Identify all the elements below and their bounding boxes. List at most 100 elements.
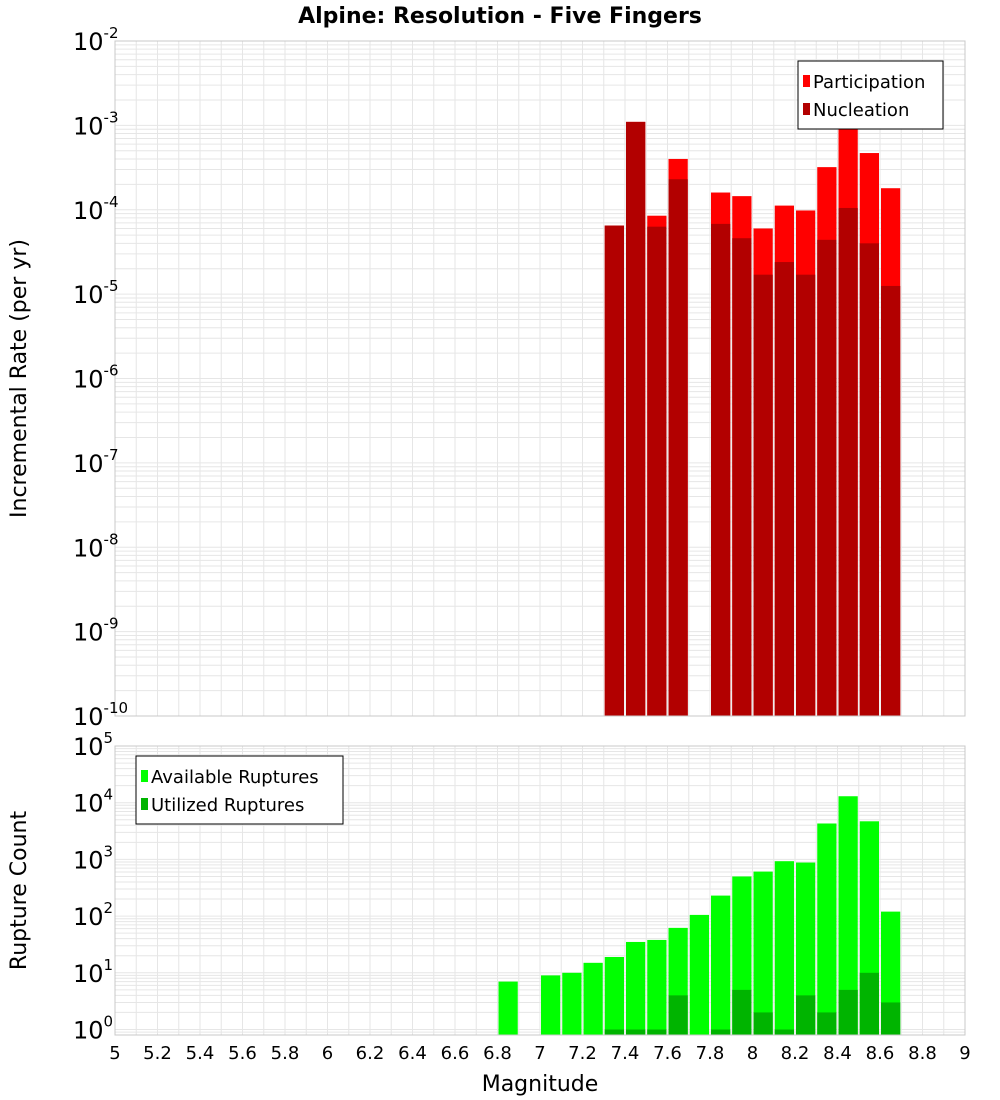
x-tick-label: 9: [959, 1043, 970, 1064]
legend-label: Available Ruptures: [151, 767, 319, 788]
rate-y-axis-label: Incremental Rate (per yr): [7, 239, 32, 518]
bar: [711, 1029, 731, 1035]
bar: [647, 1029, 667, 1035]
bar: [881, 1002, 901, 1035]
y-tick-label: 10-6: [73, 362, 119, 394]
x-tick-label: 5.2: [143, 1043, 172, 1064]
x-tick-label: 5.8: [271, 1043, 300, 1064]
bar: [732, 238, 752, 716]
x-ticks: 5 5.2 5.4 5.6 5.8 6 6.2 6.4 6.6 6.8 7 7.2 7.4 7.6 7.8 8…: [109, 1043, 970, 1064]
x-tick-label: 5: [109, 1043, 120, 1064]
count-y-ticks: 105 104 103 102 101 100: [73, 729, 113, 1045]
bar: [859, 243, 879, 717]
rate-legend: Participation Nucleation: [797, 60, 944, 130]
bar: [774, 861, 794, 1035]
x-tick-label: 8.2: [781, 1043, 810, 1064]
bar: [817, 239, 837, 716]
bar: [711, 895, 731, 1035]
bar: [838, 796, 858, 1035]
legend-label: Participation: [813, 72, 925, 93]
bar: [753, 1012, 773, 1035]
count-y-axis-label: Rupture Count: [7, 811, 32, 971]
y-tick-label: 10-10: [73, 699, 128, 731]
bar: [774, 262, 794, 716]
y-tick-label: 10-9: [73, 615, 119, 647]
x-tick-label: 5.6: [228, 1043, 257, 1064]
x-tick-label: 6: [322, 1043, 333, 1064]
x-tick-label: 8: [747, 1043, 758, 1064]
count-plot-frame: [114, 745, 966, 1036]
y-tick-label: 101: [73, 956, 113, 988]
legend-swatch: [803, 75, 810, 87]
x-tick-label: 6.2: [356, 1043, 385, 1064]
x-tick-label: 7.2: [568, 1043, 597, 1064]
x-tick-label: 7.6: [653, 1043, 682, 1064]
x-tick-label: 6.8: [483, 1043, 512, 1064]
bar: [689, 914, 709, 1035]
y-tick-label: 103: [73, 842, 113, 874]
bar: [626, 1029, 646, 1035]
x-tick-label: 7.4: [611, 1043, 640, 1064]
count-legend: Available Ruptures Utilized Ruptures: [135, 755, 344, 825]
rate-bars: [604, 121, 901, 717]
bar: [881, 285, 901, 716]
bar: [711, 223, 731, 716]
bar: [583, 962, 603, 1035]
bar: [796, 862, 816, 1035]
bar: [626, 941, 646, 1035]
bar: [753, 871, 773, 1035]
count-panel: 105 104 103 102 101 100 Rupture Count Availab…: [7, 729, 966, 1045]
legend-box: [135, 755, 344, 825]
x-tick-label: 6.6: [441, 1043, 470, 1064]
legend-swatch: [141, 798, 148, 810]
bar: [817, 823, 837, 1035]
bar: [604, 1029, 624, 1035]
bar: [647, 939, 667, 1035]
bar: [732, 989, 752, 1035]
bar: [626, 121, 646, 716]
bar: [838, 989, 858, 1035]
x-axis-label: Magnitude: [482, 1072, 599, 1097]
bar: [859, 972, 879, 1035]
bar: [668, 995, 688, 1035]
y-tick-label: 102: [73, 899, 113, 931]
y-tick-label: 10-2: [73, 24, 119, 56]
x-tick-label: 8.6: [866, 1043, 895, 1064]
bar: [817, 1012, 837, 1035]
y-tick-label: 10-4: [73, 193, 119, 225]
bar: [541, 975, 561, 1035]
y-tick-label: 105: [73, 729, 113, 761]
y-tick-label: 10-3: [73, 108, 119, 140]
legend-swatch: [141, 770, 148, 782]
bar: [753, 274, 773, 716]
bar: [604, 225, 624, 716]
count-bars: [498, 796, 901, 1035]
x-tick-label: 5.4: [186, 1043, 215, 1064]
y-tick-label: 104: [73, 786, 113, 818]
rate-grid: [114, 40, 966, 717]
y-tick-label: 100: [73, 1013, 113, 1045]
chart-title: Alpine: Resolution - Five Fingers: [298, 4, 702, 29]
x-tick-label: 7.8: [696, 1043, 725, 1064]
legend-label: Nucleation: [813, 100, 909, 121]
rate-plot-frame: [114, 40, 966, 717]
bar: [498, 981, 518, 1035]
x-tick-label: 8.4: [823, 1043, 852, 1064]
x-tick-label: 8.8: [908, 1043, 937, 1064]
x-tick-label: 7: [534, 1043, 545, 1064]
bar: [774, 1029, 794, 1035]
bar: [796, 274, 816, 716]
y-tick-label: 10-5: [73, 277, 119, 309]
rate-panel: 10-2 10-3 10-4 10-5 10-6 10-7 10-8 10-9 10-10 In…: [7, 24, 966, 731]
bar: [668, 179, 688, 716]
bar: [796, 995, 816, 1035]
bar: [562, 972, 582, 1035]
y-tick-label: 10-8: [73, 530, 119, 562]
legend-swatch: [803, 103, 810, 115]
legend-label: Utilized Ruptures: [151, 795, 304, 816]
x-tick-label: 6.4: [398, 1043, 427, 1064]
y-tick-label: 10-7: [73, 446, 119, 478]
rate-y-ticks: 10-2 10-3 10-4 10-5 10-6 10-7 10-8 10-9 10-10: [73, 24, 128, 731]
bar: [604, 956, 624, 1035]
